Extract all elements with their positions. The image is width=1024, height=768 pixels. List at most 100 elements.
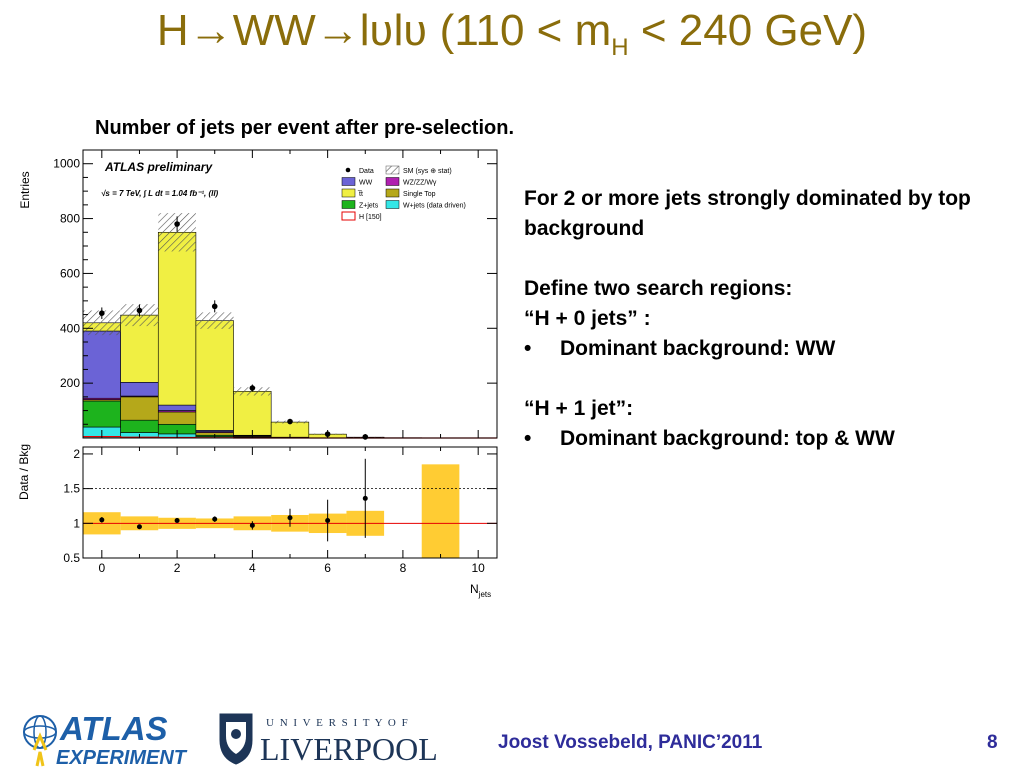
x-axis-label-sub: jets — [478, 590, 491, 599]
bar-t-t-bin-2 — [157, 231, 197, 406]
note-h1jet: “H + 1 jet”: — [524, 397, 634, 420]
slide-title: H→WW→lʋlʋ (110 < mH < 240 GeV) — [0, 6, 1024, 62]
page-number: 8 — [987, 732, 998, 753]
liverpool-text: LIVERPOOL — [260, 731, 438, 766]
x-axis-label: Njets — [470, 582, 491, 599]
legend-sm-sys-stat--label: SM (sys ⊕ stat) — [403, 168, 452, 175]
bar-ww-bin-0 — [82, 330, 121, 399]
x-axis-label-main: N — [470, 582, 479, 596]
bar-ww-bin-2 — [157, 404, 197, 411]
legend-ww-swatch — [341, 177, 356, 186]
note-bullet-ww-text: Dominant background: WW — [560, 337, 836, 360]
note-top-dominance: For 2 or more jets strongly dominated by… — [524, 187, 971, 240]
legend-single-top-label: Single Top — [403, 191, 436, 198]
legend-t-t-label: t̅t — [357, 190, 363, 198]
title-range-close: < 240 GeV) — [628, 6, 868, 55]
ratio-uncertainty-band-bin-9 — [421, 464, 460, 558]
ratio-point-3 — [212, 516, 218, 522]
legend-data-marker — [345, 167, 351, 173]
slide-notes: For 2 or more jets strongly dominated by… — [524, 184, 1004, 454]
ratio-point-0 — [99, 517, 105, 523]
ratio-point-1 — [136, 524, 142, 530]
data-point-5 — [287, 418, 293, 425]
ratio-plot: 0.5 1 1.5 2 0 2 4 6 8 10 Data / Bkg Njets — [17, 444, 498, 599]
legend-z-jets-label: Z+jets — [359, 203, 379, 210]
legend-wz-zz-w--label: WZ/ZZ/Wγ — [403, 180, 437, 187]
bullet-dot: • — [524, 427, 532, 450]
x-tick-label-4: 4 — [249, 561, 256, 575]
ratio-y-tick-label-1: 1 — [73, 516, 80, 530]
ratio-y-axis-label: Data / Bkg — [17, 444, 31, 500]
y-tick-label-600: 600 — [60, 266, 80, 280]
data-point-2 — [174, 221, 180, 227]
legend-z-jets-swatch — [341, 200, 356, 209]
liverpool-logo: U N I V E R S I T Y O F LIVERPOOL — [219, 713, 438, 766]
bar-z-jets-bin-0 — [82, 400, 121, 428]
title-h: H — [156, 6, 189, 55]
atlas-globe-icon — [23, 715, 57, 767]
x-tick-label-0: 0 — [98, 561, 105, 575]
y-tick-label-400: 400 — [60, 321, 80, 335]
ratio-point-4 — [249, 522, 255, 528]
legend-w-jets-data-driven--swatch — [385, 200, 400, 209]
data-point-1 — [136, 307, 143, 314]
uncertainty-band-bin-3 — [195, 312, 234, 329]
bar-t-t-bin-1 — [120, 314, 159, 383]
atlas-logo: ATLAS EXPERIMENT — [23, 710, 188, 768]
bar-z-jets-bin-1 — [120, 419, 159, 433]
y-tick-label-200: 200 — [60, 376, 80, 390]
university-crest-icon — [219, 713, 253, 765]
data-point-4 — [249, 385, 256, 391]
atlas-logo-subtext: EXPERIMENT — [56, 747, 188, 768]
title-arrow-2: → — [315, 6, 360, 55]
legend-sm-sys-stat--swatch — [385, 165, 400, 175]
ratio-y-tick-label-2: 2 — [73, 447, 80, 461]
x-tick-label-2: 2 — [174, 561, 181, 575]
bar-t-t-bin-3 — [195, 320, 234, 431]
title-ww: WW — [232, 6, 316, 55]
title-arrow-1: → — [188, 6, 233, 55]
note-gap — [524, 244, 1004, 274]
x-tick-label-8: 8 — [400, 561, 407, 575]
university-of-text: U N I V E R S I T Y O F — [266, 717, 409, 729]
lumi-label: √s = 7 TeV, ∫ L dt = 1.04 fb⁻¹, (ll) — [101, 189, 219, 198]
main-plot: 200 400 600 800 1000 Entries ATLAS preliminary… — [18, 149, 498, 440]
legend-ww-label: WW — [359, 180, 373, 187]
ratio-point-5 — [287, 515, 293, 521]
ratio-y-tick-label-1.5: 1.5 — [63, 482, 80, 496]
bar-ww-bin-1 — [120, 382, 159, 397]
data-point-0 — [99, 310, 105, 316]
chart-caption: Number of jets per event after pre-selec… — [95, 117, 515, 139]
x-tick-label-10: 10 — [472, 561, 486, 575]
legend-single-top-swatch — [385, 188, 400, 198]
note-bullet-ww: • Dominant background: WW — [524, 334, 1004, 364]
note-search-regions: Define two search regions: — [524, 277, 793, 300]
legend-h-150--swatch — [341, 211, 356, 221]
title-lvlv: lʋlʋ — [359, 6, 428, 55]
ratio-point-6 — [325, 518, 331, 524]
title-range-open: (110 < m — [427, 6, 612, 55]
ratio-point-2 — [174, 518, 180, 524]
data-point-3 — [211, 303, 218, 310]
y-axis-label: Entries — [18, 171, 32, 208]
note-bullet-top: • Dominant background: top & WW — [524, 424, 1004, 454]
jet-multiplicity-chart: 200 400 600 800 1000 Entries ATLAS preliminary… — [17, 149, 498, 599]
note-gap — [524, 364, 1004, 394]
legend-h-150--label: H [150] — [359, 214, 382, 221]
bullet-dot: • — [524, 337, 532, 360]
ratio-point-7 — [362, 495, 368, 501]
note-h0jets: “H + 0 jets” : — [524, 307, 651, 330]
x-tick-label-6: 6 — [324, 561, 331, 575]
y-tick-label-800: 800 — [60, 212, 80, 226]
note-bullet-top-text: Dominant background: top & WW — [560, 427, 895, 450]
ratio-y-tick-label-0.5: 0.5 — [63, 551, 80, 565]
atlas-logo-text: ATLAS — [59, 710, 168, 747]
legend-w-jets-data-driven--label: W+jets (data driven) — [403, 203, 466, 210]
bar-single-top-bin-1 — [120, 396, 159, 421]
legend-wz-zz-w--swatch — [385, 177, 400, 186]
legend-data-label: Data — [359, 168, 374, 175]
atlas-preliminary-label: ATLAS preliminary — [104, 160, 213, 174]
bar-single-top-bin-2 — [157, 411, 197, 425]
y-tick-label-1000: 1000 — [53, 157, 80, 171]
bar-t-t-bin-4 — [233, 391, 272, 436]
